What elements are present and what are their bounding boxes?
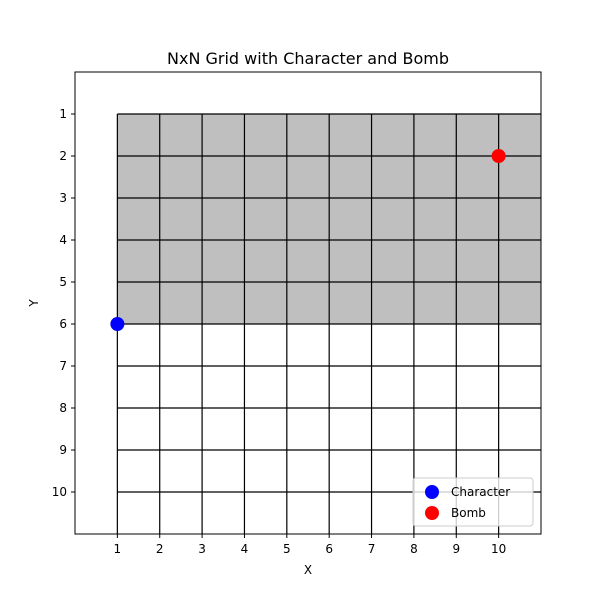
x-tick-label: 3 — [198, 542, 206, 556]
legend-label-character: Character — [451, 485, 510, 499]
y-tick-label: 8 — [59, 401, 67, 415]
y-tick-label: 2 — [59, 149, 67, 163]
y-tick-label: 4 — [59, 233, 67, 247]
y-tick-label: 3 — [59, 191, 67, 205]
x-tick-label: 2 — [156, 542, 164, 556]
legend-label-bomb: Bomb — [451, 506, 486, 520]
y-tick-label: 10 — [52, 485, 67, 499]
x-tick-label: 5 — [283, 542, 291, 556]
y-tick-label: 1 — [59, 107, 67, 121]
data-point-bomb — [491, 149, 506, 163]
x-tick-label: 10 — [491, 542, 506, 556]
y-tick-label: 7 — [59, 359, 67, 373]
legend: Character Bomb — [412, 477, 534, 527]
x-tick-label: 8 — [410, 542, 418, 556]
x-tick-label: 6 — [325, 542, 333, 556]
chart-title: NxN Grid with Character and Bomb — [167, 49, 449, 68]
x-tick-label: 1 — [114, 542, 122, 556]
axes-frame — [74, 71, 542, 535]
y-tick-label: 9 — [59, 443, 67, 457]
y-tick-label: 6 — [59, 317, 67, 331]
data-point-character — [110, 317, 125, 331]
plot-area: 1 2 3 4 5 6 7 8 9 10 1 2 3 4 5 6 7 8 9 10 — [52, 71, 542, 556]
legend-marker-character — [425, 485, 439, 499]
x-axis-label: X — [304, 563, 312, 577]
x-tick-label: 9 — [452, 542, 460, 556]
x-tick-label: 7 — [368, 542, 376, 556]
y-tick-label: 5 — [59, 275, 67, 289]
legend-box — [412, 477, 534, 527]
y-axis-label: Y — [27, 299, 41, 308]
x-tick-label: 4 — [241, 542, 249, 556]
legend-marker-bomb — [425, 506, 439, 520]
